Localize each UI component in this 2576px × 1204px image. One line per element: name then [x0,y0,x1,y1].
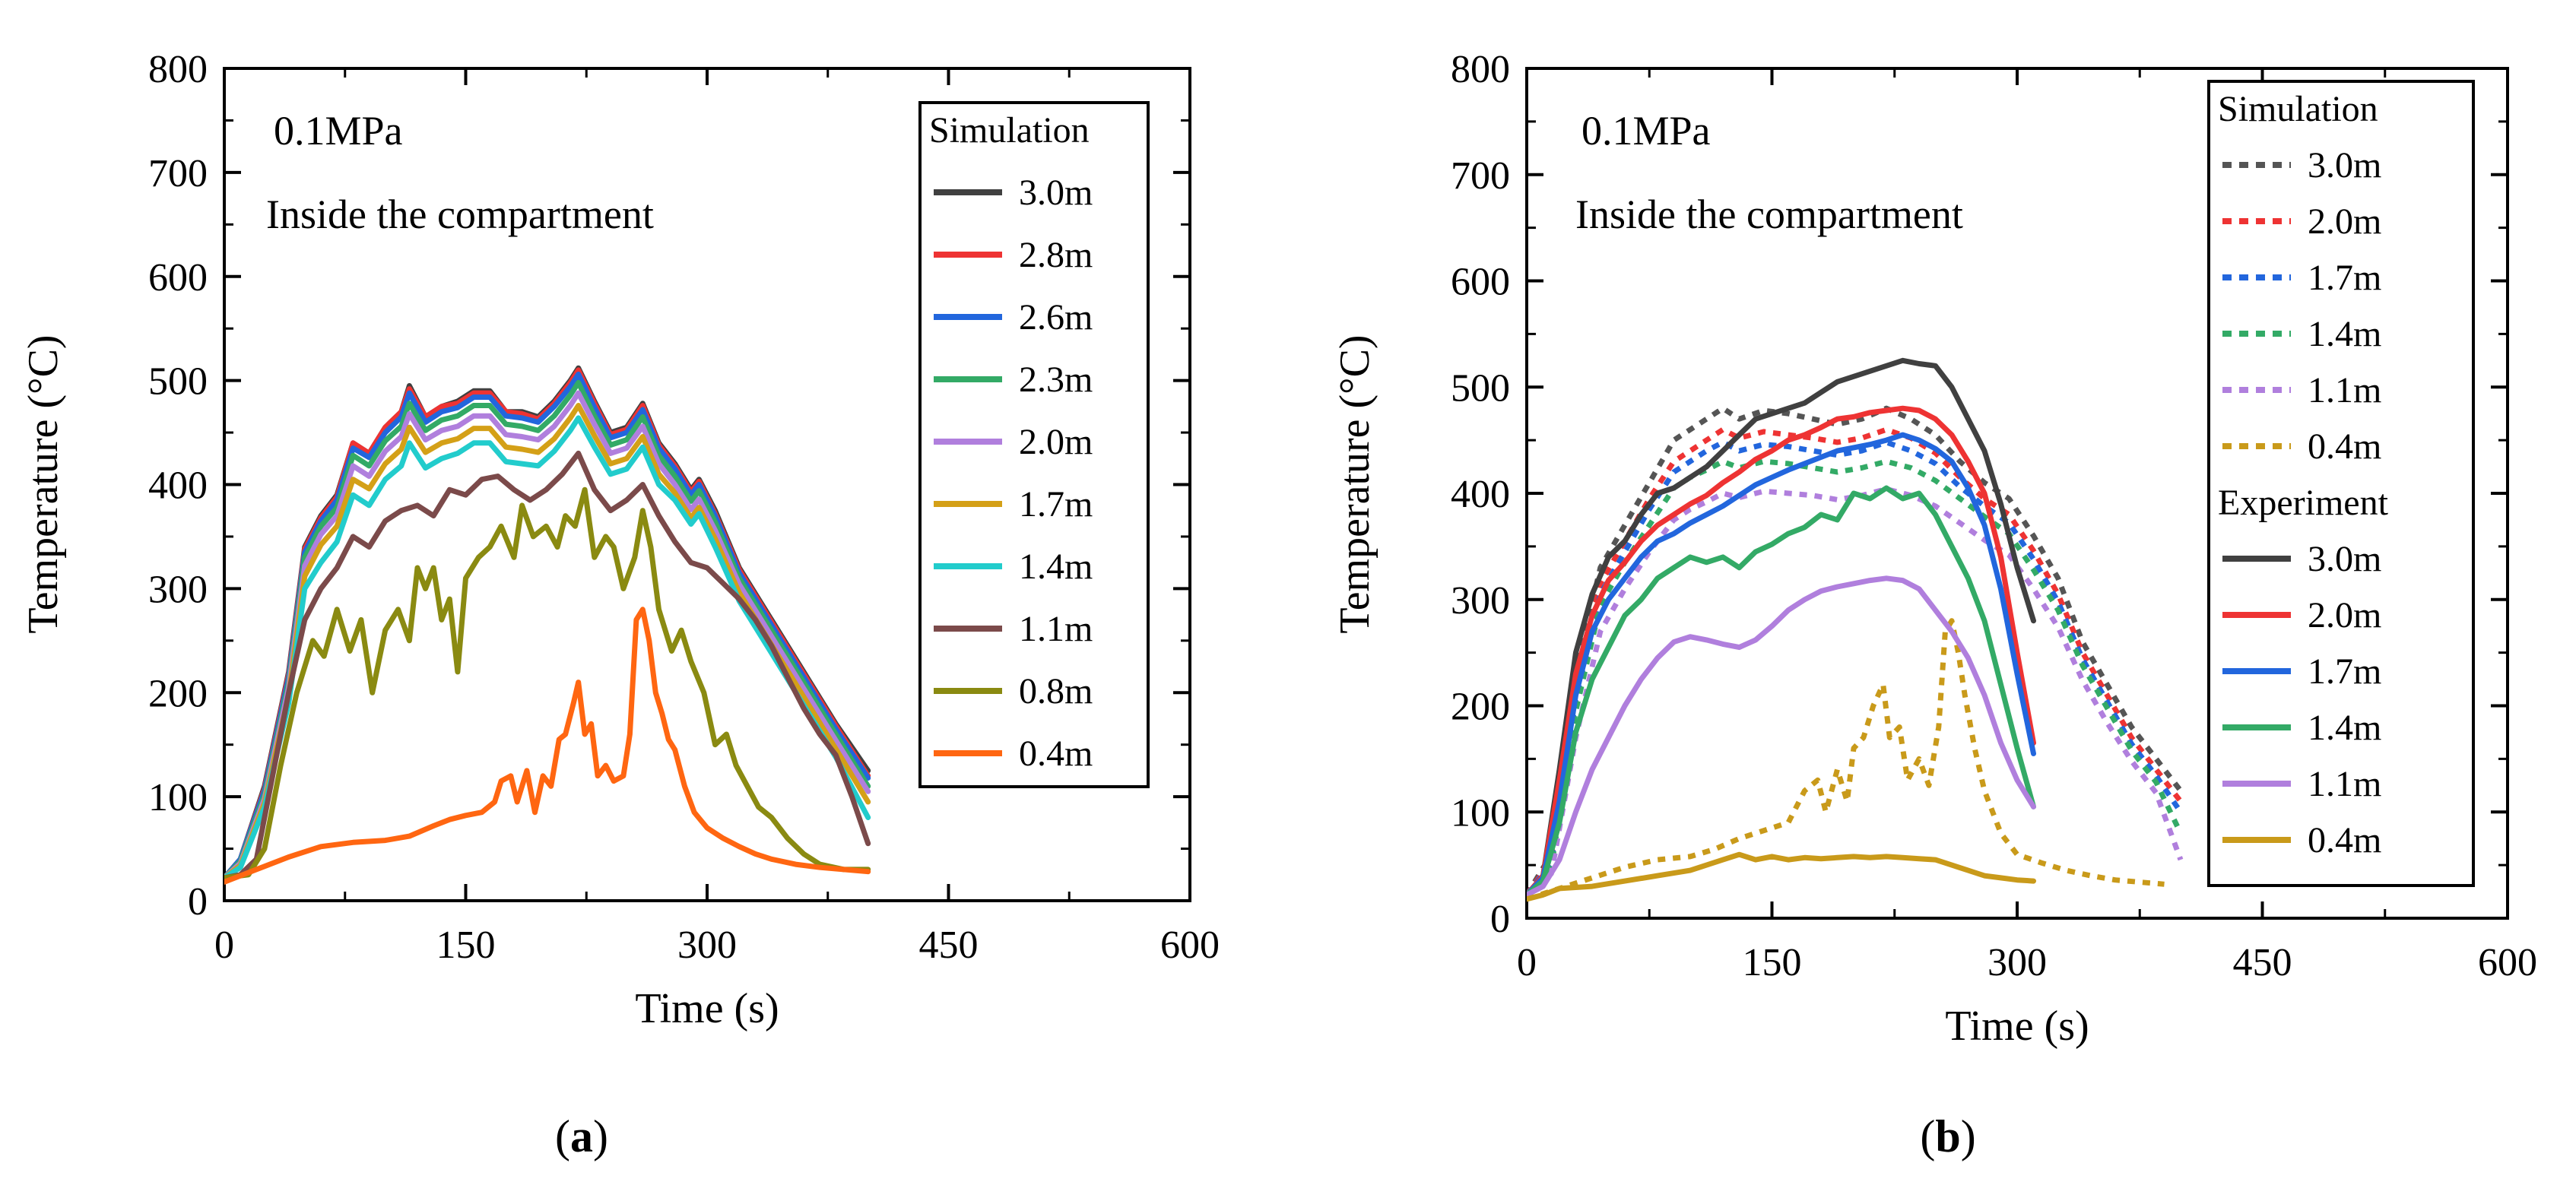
y-tick-label: 600 [148,256,208,299]
series-line-2.0m [224,390,871,881]
x-tick-label: 450 [919,924,979,967]
legend-entry-label: 1.4m [2308,314,2381,354]
y-tick-label: 400 [1451,473,1510,516]
legend-entry-label: 2.6m [1019,297,1093,337]
panel-caption: (b) [1920,1111,1975,1161]
x-tick-label: 300 [677,924,737,967]
x-tick-label: 0 [214,924,234,967]
series-line-simulation-3.0m [1527,405,2183,897]
y-tick-label: 600 [1451,261,1510,304]
caption-paren-open: ( [555,1111,570,1161]
series-line-simulation-1.1m [1527,486,2184,897]
legend-entry-label: 2.0m [2308,201,2381,242]
legend-entry-label: 1.1m [2308,370,2381,410]
y-tick-label: 100 [1451,791,1510,835]
series-line-experiment-1.4m [1527,485,2036,898]
caption-letter: b [1935,1111,1960,1161]
series-line-experiment-1.7m [1527,432,2036,898]
series-line-simulation-1.7m [1527,439,2183,897]
legend-entry-label: 2.0m [2308,595,2381,635]
y-tick-label: 700 [1451,154,1510,198]
y-tick-label: 200 [148,672,208,715]
x-tick-label: 450 [2233,941,2292,984]
caption-paren-close: ) [593,1111,608,1161]
x-tick-label: 300 [1988,941,2047,984]
legend: Simulation 3.0m 2.8m 2.6m 2.3m 2.0m 1.7m 1.4m 1.… [918,101,1150,788]
y-tick-label: 800 [1451,48,1510,91]
legend-entry-label: 3.0m [2308,539,2381,579]
y-tick-label: 300 [148,568,208,611]
legend-entry-label: 1.1m [1019,609,1093,649]
legend-entry-label: 0.4m [1019,733,1093,774]
panel-caption: (a) [555,1111,608,1161]
y-axis-title: Temperature (°C) [1331,334,1378,633]
annotation: 0.1MPa [1581,108,1711,154]
series-line-1.4m [224,415,871,881]
series-line-1.1m [224,450,871,881]
y-tick-label: 0 [188,880,208,924]
y-tick-label: 0 [1490,898,1510,941]
y-tick-label: 500 [1451,366,1510,410]
x-tick-label: 600 [2478,941,2537,984]
legend-entry-label: 1.1m [2308,764,2381,804]
y-axis-title: Temperature (°C) [20,334,67,633]
x-tick-label: 150 [1743,941,1802,984]
legend-entry-label: 0.4m [2308,820,2381,860]
legend-title: Simulation [2218,89,2378,129]
x-tick-label: 0 [1517,941,1537,984]
y-tick-label: 300 [1451,579,1510,623]
y-tick-label: 800 [148,48,208,91]
legend-entry-label: 1.4m [1019,547,1093,587]
legend-entry-label: 1.7m [2308,651,2381,692]
y-tick-label: 500 [148,360,208,404]
x-axis-title: Time (s) [635,985,779,1032]
caption-letter: a [570,1111,593,1161]
legend-entry-label: 3.0m [2308,145,2381,185]
series-line-experiment-3.0m [1527,357,2036,898]
legend-entry-label: 0.8m [1019,671,1093,711]
series-line-1.7m [224,403,871,881]
x-tick-label: 600 [1160,924,1220,967]
legend-entry-label: 1.4m [2308,708,2381,748]
x-tick-label: 150 [436,924,496,967]
y-tick-label: 700 [148,152,208,195]
annotation: Inside the compartment [1575,192,1963,237]
series-group [1527,357,2184,902]
chart-panel-a: 0 150 300 450 600 0 100 200 300 400 500 600 700 800 Ti… [20,48,1220,1161]
series-line-simulation-2.0m [1527,426,2183,897]
y-tick-label: 100 [148,776,208,819]
series-line-0.8m [224,486,871,881]
series-line-experiment-1.1m [1527,575,2036,898]
legend-title: Simulation [929,110,1090,150]
legend-entry-label: 1.7m [1019,484,1093,524]
legend-entry-label: 3.0m [1019,173,1093,213]
caption-paren-open: ( [1920,1111,1935,1161]
x-axis-title: Time (s) [1945,1003,2089,1050]
legend-entry-label: 0.4m [2308,426,2381,467]
series-line-experiment-2.0m [1527,405,2036,898]
annotation: 0.1MPa [274,108,403,154]
caption-paren-close: ) [1961,1111,1976,1161]
series-line-experiment-0.4m [1527,851,2036,902]
chart-panel-b: 0 150 300 450 600 0 100 200 300 400 500 600 700 800 Ti… [1331,48,2537,1161]
legend-box [2207,80,2475,887]
legend-entry-label: 2.0m [1019,422,1093,462]
y-tick-label: 200 [1451,686,1510,729]
legend-entry-label: 1.7m [2308,258,2381,298]
annotation: Inside the compartment [266,192,654,237]
series-group [224,365,871,885]
legend: Simulation 3.0m 2.0m 1.7m 1.4m 1.1m 0.4m Experi… [2207,80,2475,887]
y-tick-label: 400 [148,464,208,508]
series-line-0.4m [224,607,871,885]
legend-subtitle: Experiment [2218,483,2389,523]
legend-entry-label: 2.8m [1019,235,1093,275]
legend-entry-label: 2.3m [1019,360,1093,400]
